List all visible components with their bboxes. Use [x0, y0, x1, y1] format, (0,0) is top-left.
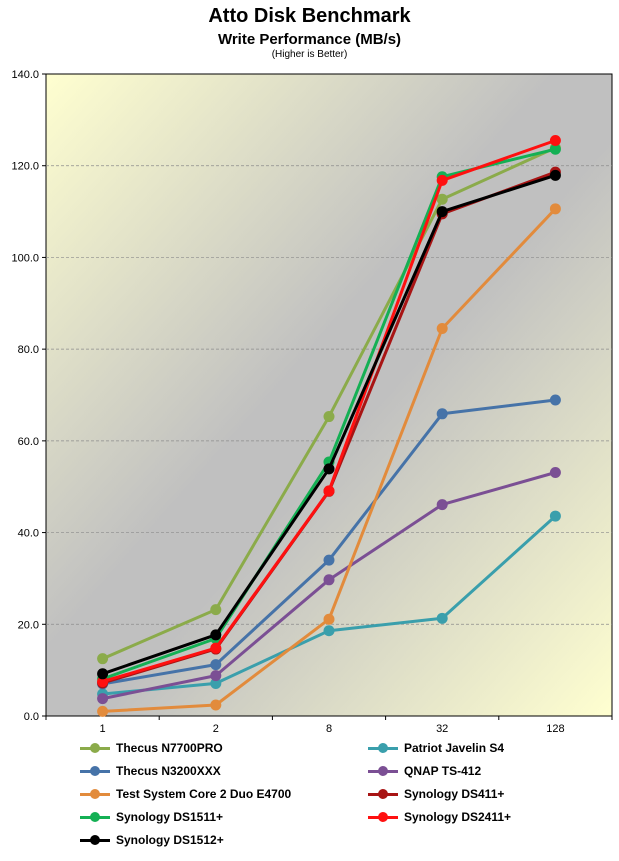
- plot-area: [45, 73, 613, 717]
- legend-item: Thecus N7700PRO: [80, 739, 223, 757]
- data-point: [549, 466, 561, 478]
- legend: Thecus N7700PRO Patriot Javelin S4 Thecus …: [0, 735, 619, 855]
- legend-item: Test System Core 2 Duo E4700: [80, 785, 291, 803]
- data-point: [549, 169, 561, 181]
- data-point: [549, 134, 561, 146]
- data-point: [323, 625, 335, 637]
- legend-item: Thecus N3200XXX: [80, 762, 221, 780]
- data-point: [549, 510, 561, 522]
- x-tick-label: 2: [213, 723, 219, 735]
- data-point: [210, 642, 222, 654]
- data-point: [97, 676, 109, 688]
- legend-swatch: [368, 742, 398, 754]
- data-point: [210, 699, 222, 711]
- legend-item: Synology DS2411+: [368, 808, 511, 826]
- y-tick-label: 100.0: [11, 252, 39, 264]
- chart-title: Atto Disk Benchmark: [208, 5, 411, 27]
- legend-label: Synology DS2411+: [404, 810, 512, 824]
- series-1: [97, 510, 561, 700]
- legend-label: QNAP TS-412: [404, 764, 482, 778]
- data-point: [97, 705, 109, 717]
- data-point: [97, 693, 109, 705]
- data-point: [210, 659, 222, 671]
- series-8: [97, 169, 561, 680]
- data-point: [210, 629, 222, 641]
- legend-swatch: [80, 834, 110, 846]
- data-point: [436, 206, 448, 218]
- legend-label: Patriot Javelin S4: [404, 741, 505, 755]
- y-tick-label: 120.0: [11, 161, 39, 173]
- legend-swatch: [80, 742, 110, 754]
- data-point: [323, 485, 335, 497]
- legend-swatch: [368, 811, 398, 823]
- legend-item: Synology DS1511+: [80, 808, 223, 826]
- y-tick-label: 80.0: [18, 344, 39, 356]
- data-point: [549, 394, 561, 406]
- data-point: [436, 408, 448, 420]
- series-7: [97, 134, 561, 688]
- legend-swatch: [368, 788, 398, 800]
- legend-swatch: [80, 788, 110, 800]
- data-point: [436, 174, 448, 186]
- data-point: [210, 670, 222, 682]
- x-tick-label: 32: [436, 723, 448, 735]
- data-point: [323, 411, 335, 423]
- data-point: [323, 613, 335, 625]
- data-point: [436, 323, 448, 335]
- data-point: [323, 574, 335, 586]
- data-point: [323, 554, 335, 566]
- legend-item: Synology DS1512+: [80, 831, 224, 849]
- legend-item: QNAP TS-412: [368, 762, 481, 780]
- data-point: [549, 143, 561, 155]
- legend-swatch: [80, 765, 110, 777]
- data-point: [323, 463, 335, 475]
- legend-label: Synology DS411+: [404, 787, 505, 801]
- data-point: [97, 653, 109, 665]
- series-layer: [97, 134, 561, 717]
- y-tick-label: 60.0: [18, 436, 39, 448]
- series-4: [97, 203, 561, 717]
- series-0: [97, 142, 561, 665]
- data-point: [436, 193, 448, 205]
- legend-label: Synology DS1512+: [116, 833, 224, 847]
- legend-label: Test System Core 2 Duo E4700: [116, 787, 292, 801]
- data-point: [436, 499, 448, 511]
- data-point: [549, 203, 561, 215]
- series-3: [97, 466, 561, 705]
- legend-item: Synology DS411+: [368, 785, 504, 803]
- legend-item: Patriot Javelin S4: [368, 739, 504, 757]
- chart-subtitle: Write Performance (MB/s): [217, 31, 402, 48]
- x-tick-label: 8: [326, 723, 332, 735]
- y-tick-label: 40.0: [18, 528, 39, 540]
- data-point: [210, 604, 222, 616]
- legend-label: Thecus N3200XXX: [116, 764, 221, 778]
- x-tick-label: 1: [100, 723, 106, 735]
- chart-note: (Higher is Better): [271, 49, 348, 60]
- legend-swatch: [368, 765, 398, 777]
- legend-label: Synology DS1511+: [116, 810, 224, 824]
- legend-swatch: [80, 811, 110, 823]
- x-tick-label: 128: [546, 723, 564, 735]
- data-point: [210, 677, 222, 689]
- legend-label: Thecus N7700PRO: [116, 741, 223, 755]
- data-point: [97, 668, 109, 680]
- data-point: [436, 612, 448, 624]
- y-tick-label: 20.0: [18, 619, 39, 631]
- y-tick-label: 0.0: [24, 711, 39, 723]
- y-tick-label: 140.0: [11, 69, 39, 81]
